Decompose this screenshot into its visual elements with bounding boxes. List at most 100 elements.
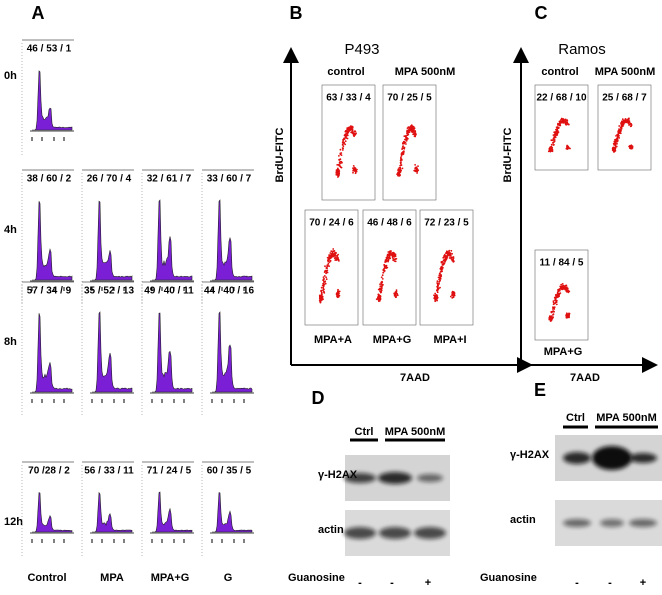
- stat-label: 35 / 52 / 13: [84, 286, 134, 297]
- condition-label: MPA+G: [544, 346, 583, 358]
- flow-dot: [555, 129, 558, 132]
- flow-dot: [440, 265, 443, 268]
- flow-dot: [620, 127, 623, 130]
- flow-dot: [621, 118, 624, 121]
- column-label: MPA+G: [151, 572, 190, 584]
- flow-dot: [550, 310, 553, 313]
- flow-dot: [383, 263, 386, 266]
- gate-marks: [91, 399, 125, 403]
- flow-dot: [391, 256, 394, 259]
- flow-dot: [613, 140, 616, 143]
- flow-plot-frame: [597, 84, 652, 171]
- flow-dot: [565, 119, 568, 122]
- flow-dot: [438, 274, 441, 277]
- flow-dot: [347, 126, 350, 129]
- flow-dot: [382, 269, 384, 271]
- histogram: [32, 70, 73, 131]
- flow-dot: [560, 283, 563, 286]
- flow-dot: [568, 123, 570, 126]
- treatment-sign: +: [640, 577, 646, 589]
- panel-label: D: [312, 388, 325, 408]
- flow-dot: [565, 290, 568, 293]
- flow-dot: [440, 274, 442, 276]
- flow-dot: [396, 294, 399, 297]
- flow-dot: [555, 134, 558, 137]
- flow-dot: [400, 164, 403, 167]
- flow-dot: [352, 171, 354, 174]
- flow-dot: [400, 158, 403, 160]
- flow-dot: [379, 290, 381, 293]
- flow-dot: [399, 174, 401, 177]
- flow-dot: [414, 134, 417, 137]
- flow-dot: [448, 257, 451, 259]
- stat-label: 56 / 33 / 11: [84, 466, 134, 477]
- gate-marks: [31, 137, 65, 141]
- flow-dot: [335, 171, 338, 173]
- flow-dot: [630, 123, 632, 125]
- histogram: [152, 312, 193, 393]
- flow-dot: [556, 293, 559, 296]
- flow-dot: [343, 141, 345, 144]
- flow-dot: [323, 283, 326, 286]
- flow-dot: [562, 285, 565, 288]
- flow-dot: [623, 120, 626, 122]
- flow-dot: [344, 140, 347, 143]
- flow-dot: [568, 316, 570, 319]
- flow-dot: [393, 252, 396, 255]
- flow-dot: [410, 129, 413, 132]
- flow-dot: [381, 283, 383, 286]
- flow-dot: [452, 291, 454, 294]
- blot-band: [379, 527, 411, 539]
- panel-label: E: [534, 380, 546, 400]
- flow-dot: [329, 252, 332, 254]
- flow-dot: [628, 124, 630, 126]
- flow-dot: [439, 286, 441, 289]
- flow-dot: [384, 259, 387, 262]
- treatment-sign: -: [608, 577, 612, 589]
- flow-dot: [336, 164, 339, 166]
- flow-dot: [451, 256, 453, 259]
- flow-dot: [565, 288, 568, 291]
- flow-dot: [354, 134, 357, 136]
- flow-dot: [451, 297, 454, 299]
- flow-dot: [448, 252, 451, 255]
- flow-dot: [398, 172, 400, 175]
- flow-dot: [617, 131, 620, 134]
- flow-dot: [325, 278, 328, 281]
- treatment-sign: -: [390, 577, 394, 589]
- flow-dot: [385, 256, 388, 259]
- flow-dot: [393, 254, 396, 257]
- flow-dot: [549, 146, 552, 149]
- gate-marks: [91, 287, 125, 291]
- flow-dot: [353, 166, 356, 169]
- blot-label: actin: [510, 514, 536, 526]
- flow-dot: [320, 290, 323, 293]
- gate-marks: [211, 399, 245, 403]
- flow-dot: [452, 256, 455, 258]
- flow-dot: [618, 128, 620, 131]
- flow-dot: [551, 317, 554, 319]
- flow-dot: [554, 133, 557, 136]
- flow-dot: [338, 158, 340, 161]
- flow-dot: [319, 296, 322, 299]
- flow-dot: [433, 296, 436, 299]
- row-label: 4h: [4, 224, 17, 236]
- flow-dot: [565, 123, 568, 126]
- flow-dot: [614, 146, 617, 149]
- gate-marks: [91, 539, 125, 543]
- flow-dot: [443, 256, 445, 258]
- flow-dot: [391, 252, 393, 255]
- flow-dot: [333, 257, 336, 260]
- panel-title: P493: [344, 41, 379, 58]
- flow-dot: [552, 137, 555, 140]
- flow-dot: [405, 136, 407, 139]
- flow-dot: [329, 259, 332, 262]
- gate-marks: [151, 399, 185, 403]
- flow-dot: [329, 257, 332, 260]
- blot-band: [629, 519, 657, 527]
- flow-dot: [399, 166, 402, 169]
- blot-label: actin: [318, 524, 344, 536]
- flow-dot: [558, 289, 560, 292]
- lane-group-label: MPA 500nM: [596, 412, 657, 424]
- flow-dot: [553, 140, 556, 143]
